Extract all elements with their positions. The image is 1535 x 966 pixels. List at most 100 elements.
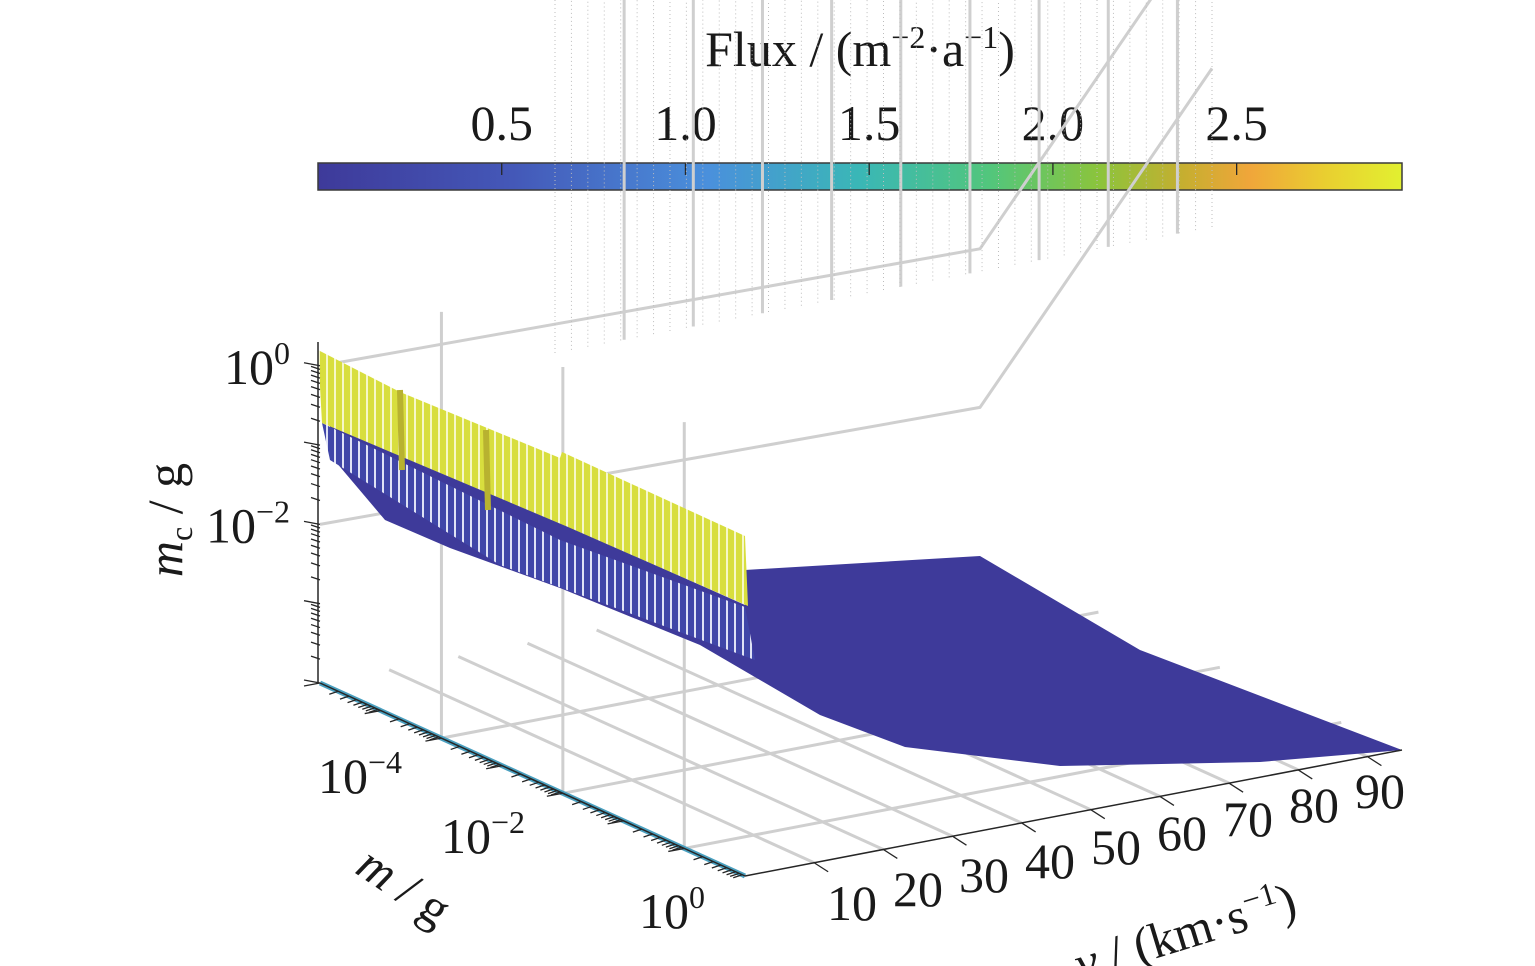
z-tick-mark (310, 538, 321, 543)
y-tick-mark (722, 869, 732, 874)
y-tick-mark (656, 839, 667, 844)
y-tick-mark (329, 690, 339, 695)
z-axis-label: mc / g (137, 463, 199, 577)
y-tick-mark (486, 765, 503, 770)
z-tick-label: 100 (224, 335, 290, 395)
y-tick-mark (540, 786, 550, 791)
z-tick-mark (303, 600, 321, 605)
y-tick-mark (362, 705, 372, 710)
x-tick-label: 90 (1355, 763, 1405, 819)
colorbar-tick-label: 2.5 (1205, 95, 1268, 151)
y-tick-mark (550, 791, 561, 796)
z-tick-mark (310, 386, 321, 391)
colorbar: Flux / (m−2·a−1) 0.5 1.0 1.5 2.0 2.5 (317, 19, 1403, 191)
z-tick-mark (310, 417, 321, 422)
x-tick-mark (1367, 756, 1382, 767)
y-tick-mark (479, 758, 489, 764)
axes-layer: 10 20 30 40 50 60 70 80 90 10−4 10−2 100 100 10−2 (206, 335, 1405, 939)
y-tick-mark (521, 778, 532, 783)
y-tick-mark (487, 762, 497, 767)
y-tick-mark (422, 733, 433, 738)
y-tick-exponent: −4 (368, 744, 402, 780)
x-tick-mark (813, 862, 829, 873)
y-tick-mark (596, 811, 606, 817)
y-tick-label: 10−4 (318, 744, 402, 804)
z-tick-mark (310, 449, 321, 454)
y-tick-mark (400, 723, 410, 728)
z-tick-mark (310, 631, 321, 636)
y-tick-mark (729, 872, 740, 877)
y-tick-mark (418, 731, 429, 736)
colorbar-gradient (317, 162, 1403, 191)
y-tick-mark (665, 843, 676, 848)
y-tick-mark (650, 836, 661, 842)
z-tick-mark (310, 533, 321, 538)
surface-layer (318, 350, 1402, 879)
z-tick-mark (310, 374, 321, 379)
z-tick-mark (310, 623, 321, 629)
z-tick-mark (310, 576, 321, 581)
z-tick-mark (310, 369, 321, 375)
y-tick-mark (490, 763, 500, 769)
y-tick-mark (511, 773, 521, 778)
y-tick-mark (450, 745, 460, 751)
y-tick-mark (582, 805, 593, 811)
y-tick-mark (669, 845, 679, 850)
colorbar-tick-label: 0.5 (470, 95, 533, 151)
z-grid-line (319, 0, 1153, 368)
floor-grid-line-v (388, 668, 815, 865)
z-tick-mark (310, 379, 321, 385)
z-tick-mark (303, 362, 321, 367)
y-tick-mark (571, 800, 582, 806)
y-tick-mark (461, 750, 471, 755)
z-tick-exponent: −2 (256, 493, 290, 529)
y-tick-exponent: −2 (491, 804, 525, 840)
z-tick-mark (310, 445, 321, 450)
z-tick-exponent: 0 (274, 335, 290, 371)
x-tick-label: 50 (1091, 819, 1141, 875)
x-axis-label: v / (km·s−1) (1067, 870, 1302, 966)
colorbar-ticks: 0.5 1.0 1.5 2.0 2.5 (470, 95, 1268, 175)
z-tick-mark (310, 544, 321, 549)
y-tick-mark (643, 833, 653, 838)
surface-seam (397, 389, 405, 471)
z-tick-mark (310, 403, 321, 408)
y-tick-mark (368, 708, 379, 713)
y-tick-mark (364, 709, 381, 715)
z-tick-mark (310, 459, 321, 464)
z-tick-label: 10−2 (206, 493, 290, 553)
colorbar-title: Flux / (m−2·a−1) (705, 19, 1015, 77)
floor-grid-line-v (596, 628, 1023, 825)
y-tick-mark (711, 864, 722, 869)
x-tick-label: 30 (959, 847, 1009, 903)
y-tick-label: 10−2 (441, 804, 525, 864)
z-tick-mark (310, 365, 321, 371)
x-tick-mark (882, 848, 898, 860)
y-tick-mark (704, 860, 714, 866)
y-tick-mark (693, 856, 703, 861)
y-tick-mark (353, 701, 363, 706)
y-tick-mark (347, 698, 357, 704)
z-tick-mark (310, 603, 321, 608)
z-tick-mark (310, 524, 321, 529)
z-tick-mark (310, 465, 321, 470)
z-tick-mark (310, 473, 321, 478)
y-tick-mark (661, 841, 672, 846)
surface-seam (483, 429, 491, 511)
surface-high-flux (318, 350, 748, 606)
y-tick-mark (546, 792, 563, 797)
y-tick-mark (726, 871, 736, 876)
y-tick-mark (632, 828, 643, 833)
y-tick-mark (604, 815, 615, 821)
y-tick-mark (668, 847, 685, 853)
colorbar-tick-label: 1.5 (838, 95, 901, 151)
x-tick-mark (1090, 809, 1106, 820)
x-tick-label: 20 (893, 861, 943, 917)
z-tick-mark (310, 482, 321, 488)
z-tick-mark (303, 679, 321, 684)
z-tick-mark (310, 552, 321, 557)
x-tick-mark (1297, 769, 1313, 780)
y-tick-mark (425, 737, 442, 742)
y-tick-mark (365, 707, 376, 712)
